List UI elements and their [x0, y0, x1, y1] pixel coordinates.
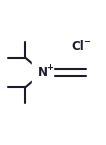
- Text: N: N: [38, 66, 48, 79]
- Text: Cl: Cl: [71, 40, 84, 53]
- Text: +: +: [46, 63, 53, 72]
- Text: −: −: [83, 37, 90, 46]
